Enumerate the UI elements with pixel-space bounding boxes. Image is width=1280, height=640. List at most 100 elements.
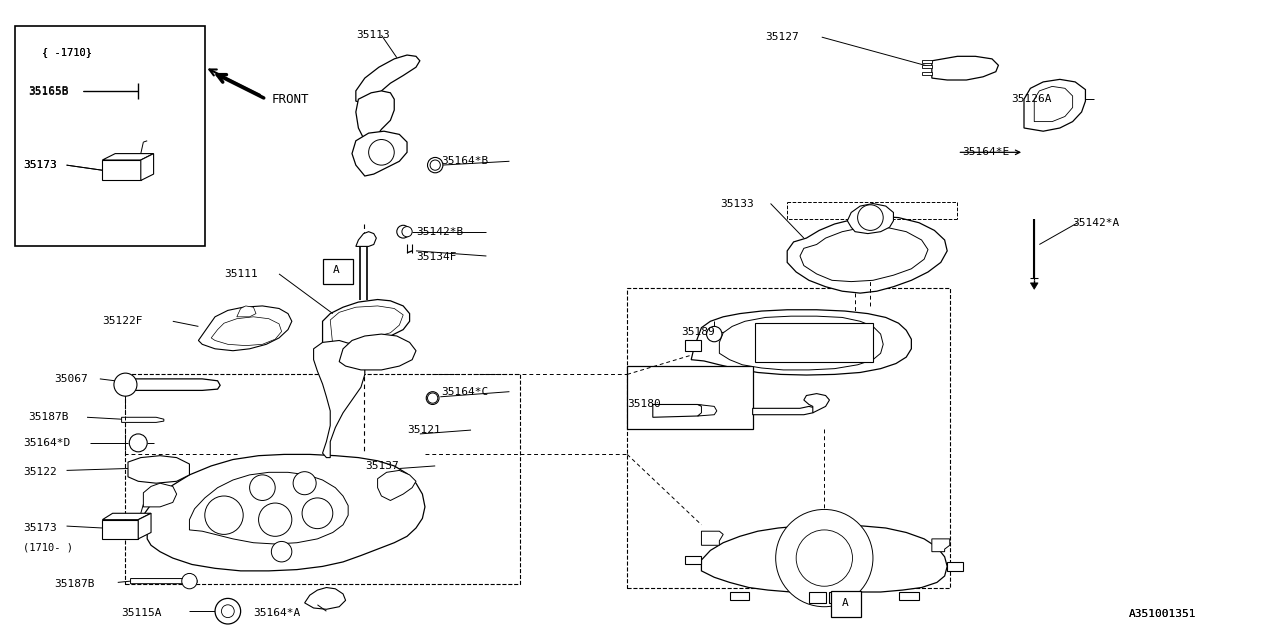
Polygon shape <box>122 417 164 422</box>
Text: (1710- ): (1710- ) <box>23 542 73 552</box>
Circle shape <box>205 496 243 534</box>
Circle shape <box>259 503 292 536</box>
Polygon shape <box>847 204 893 234</box>
Text: 35187B: 35187B <box>28 412 69 422</box>
Text: 35126A: 35126A <box>1011 94 1052 104</box>
Circle shape <box>129 434 147 452</box>
Polygon shape <box>102 520 138 539</box>
Polygon shape <box>809 592 826 603</box>
Polygon shape <box>141 154 154 180</box>
Text: { -1710}: { -1710} <box>41 47 92 58</box>
Circle shape <box>221 605 234 618</box>
Polygon shape <box>932 56 998 80</box>
Polygon shape <box>356 232 376 246</box>
Text: 35137: 35137 <box>365 461 398 471</box>
Circle shape <box>302 498 333 529</box>
Text: 35173: 35173 <box>23 523 56 533</box>
Polygon shape <box>125 379 220 390</box>
Circle shape <box>402 227 412 237</box>
Polygon shape <box>922 65 932 68</box>
Text: FRONT: FRONT <box>271 93 308 106</box>
Polygon shape <box>685 556 701 564</box>
Polygon shape <box>1034 86 1073 122</box>
Text: A351001351: A351001351 <box>1129 609 1197 620</box>
Circle shape <box>796 530 852 586</box>
Text: 35111: 35111 <box>224 269 257 279</box>
Circle shape <box>369 140 394 165</box>
Polygon shape <box>685 340 701 351</box>
Polygon shape <box>198 306 292 351</box>
Bar <box>323 259 353 284</box>
Text: A: A <box>333 265 340 275</box>
Text: 35113: 35113 <box>356 30 389 40</box>
Bar <box>755 323 873 362</box>
Polygon shape <box>330 306 403 346</box>
Text: 35142*A: 35142*A <box>1073 218 1120 228</box>
Text: 35173: 35173 <box>23 160 56 170</box>
Polygon shape <box>102 154 154 160</box>
Text: 35122F: 35122F <box>102 316 143 326</box>
Circle shape <box>250 475 275 500</box>
Circle shape <box>293 472 316 495</box>
Text: 35164*E: 35164*E <box>963 147 1010 157</box>
Polygon shape <box>719 316 883 370</box>
Polygon shape <box>932 539 950 552</box>
Circle shape <box>858 205 883 230</box>
Text: 35189: 35189 <box>681 326 714 337</box>
Circle shape <box>426 392 439 404</box>
Text: 35121: 35121 <box>407 425 440 435</box>
Circle shape <box>430 160 440 170</box>
Polygon shape <box>787 216 947 293</box>
Polygon shape <box>922 72 932 75</box>
Polygon shape <box>753 406 817 415</box>
Text: 35165B: 35165B <box>28 86 69 97</box>
Text: 35115A: 35115A <box>122 608 163 618</box>
Circle shape <box>271 541 292 562</box>
Circle shape <box>707 326 722 342</box>
Polygon shape <box>653 404 707 417</box>
Circle shape <box>182 573 197 589</box>
Polygon shape <box>128 456 189 483</box>
Polygon shape <box>922 60 932 63</box>
Polygon shape <box>211 317 282 346</box>
Circle shape <box>114 373 137 396</box>
Text: 35180: 35180 <box>627 399 660 410</box>
Polygon shape <box>730 592 749 600</box>
Text: { -1710}: { -1710} <box>41 47 92 58</box>
Polygon shape <box>323 300 410 353</box>
Polygon shape <box>138 513 151 539</box>
Polygon shape <box>102 513 151 520</box>
Text: 35122: 35122 <box>23 467 56 477</box>
Bar <box>831 591 861 617</box>
Polygon shape <box>356 55 420 104</box>
Text: A351001351: A351001351 <box>1129 609 1197 620</box>
Circle shape <box>776 509 873 607</box>
Polygon shape <box>189 472 348 544</box>
Text: 35187B: 35187B <box>54 579 95 589</box>
Polygon shape <box>899 592 919 600</box>
Bar <box>15 26 205 246</box>
Text: 35164*A: 35164*A <box>253 608 301 618</box>
Circle shape <box>428 393 438 403</box>
Polygon shape <box>143 483 177 507</box>
Text: 35164*C: 35164*C <box>442 387 489 397</box>
Polygon shape <box>378 470 416 500</box>
Polygon shape <box>339 334 416 370</box>
Text: 35067: 35067 <box>54 374 87 384</box>
Text: A: A <box>841 598 849 608</box>
Bar <box>627 366 753 429</box>
Polygon shape <box>352 131 407 176</box>
Bar <box>627 288 950 588</box>
Polygon shape <box>356 91 394 141</box>
Polygon shape <box>1030 283 1038 289</box>
Circle shape <box>397 225 410 238</box>
Text: 35165B: 35165B <box>28 86 69 96</box>
Polygon shape <box>143 454 425 571</box>
Polygon shape <box>800 227 928 282</box>
Circle shape <box>428 157 443 173</box>
Text: 35142*B: 35142*B <box>416 227 463 237</box>
Text: 35127: 35127 <box>765 32 799 42</box>
Polygon shape <box>829 592 845 603</box>
Polygon shape <box>804 394 829 413</box>
Circle shape <box>215 598 241 624</box>
